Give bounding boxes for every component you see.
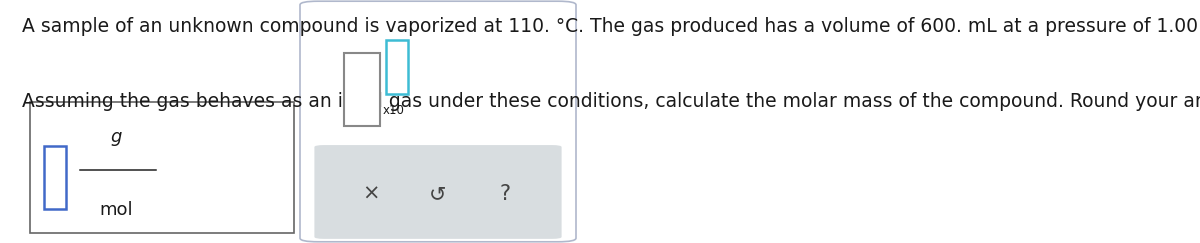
Text: Assuming the gas behaves as an ideal gas under these conditions, calculate the m: Assuming the gas behaves as an ideal gas… [22, 92, 1200, 111]
Text: mol: mol [100, 201, 133, 219]
Text: ↺: ↺ [430, 184, 446, 204]
Text: A sample of an unknown compound is vaporized at 110. °C. The gas produced has a : A sample of an unknown compound is vapor… [22, 17, 1200, 36]
Bar [344, 53, 380, 126]
Text: x10: x10 [383, 104, 404, 117]
Bar [44, 146, 66, 209]
FancyBboxPatch shape [314, 145, 562, 239]
Bar [30, 102, 294, 233]
Text: ×: × [362, 184, 379, 204]
FancyBboxPatch shape [300, 1, 576, 242]
Bar [386, 40, 408, 94]
Text: ?: ? [499, 184, 511, 204]
Text: g: g [110, 128, 122, 146]
